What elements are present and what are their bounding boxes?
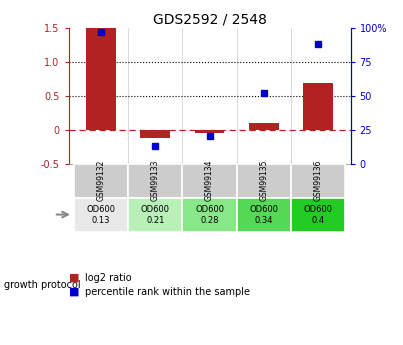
Text: OD600
0.28: OD600 0.28 — [195, 205, 224, 225]
Bar — [128, 198, 183, 231]
Text: GSM99134: GSM99134 — [205, 160, 214, 201]
Text: OD600
0.34: OD600 0.34 — [249, 205, 278, 225]
Bar — [237, 164, 291, 198]
Bar — [291, 164, 345, 198]
Text: log2 ratio: log2 ratio — [85, 273, 131, 283]
Bar — [74, 198, 128, 231]
Bar — [303, 83, 333, 130]
Text: GSM99136: GSM99136 — [314, 160, 322, 201]
Text: percentile rank within the sample: percentile rank within the sample — [85, 287, 249, 296]
Text: GSM99132: GSM99132 — [97, 160, 106, 201]
Bar — [195, 130, 224, 133]
Bar — [237, 198, 291, 231]
Bar — [183, 164, 237, 198]
Bar — [291, 198, 345, 231]
Bar — [249, 123, 279, 130]
Bar — [74, 164, 128, 198]
Bar — [140, 130, 170, 138]
Bar — [86, 28, 116, 130]
Text: GSM99135: GSM99135 — [259, 160, 268, 201]
Text: OD600
0.21: OD600 0.21 — [141, 205, 170, 225]
Text: growth protocol: growth protocol — [4, 280, 81, 289]
Bar — [128, 164, 183, 198]
Text: ■: ■ — [69, 287, 79, 296]
Bar — [183, 198, 237, 231]
Text: OD600
0.13: OD600 0.13 — [87, 205, 116, 225]
Text: GSM99133: GSM99133 — [151, 160, 160, 201]
Title: GDS2592 / 2548: GDS2592 / 2548 — [153, 12, 266, 27]
Text: ■: ■ — [69, 273, 79, 283]
Text: OD600
0.4: OD600 0.4 — [303, 205, 332, 225]
